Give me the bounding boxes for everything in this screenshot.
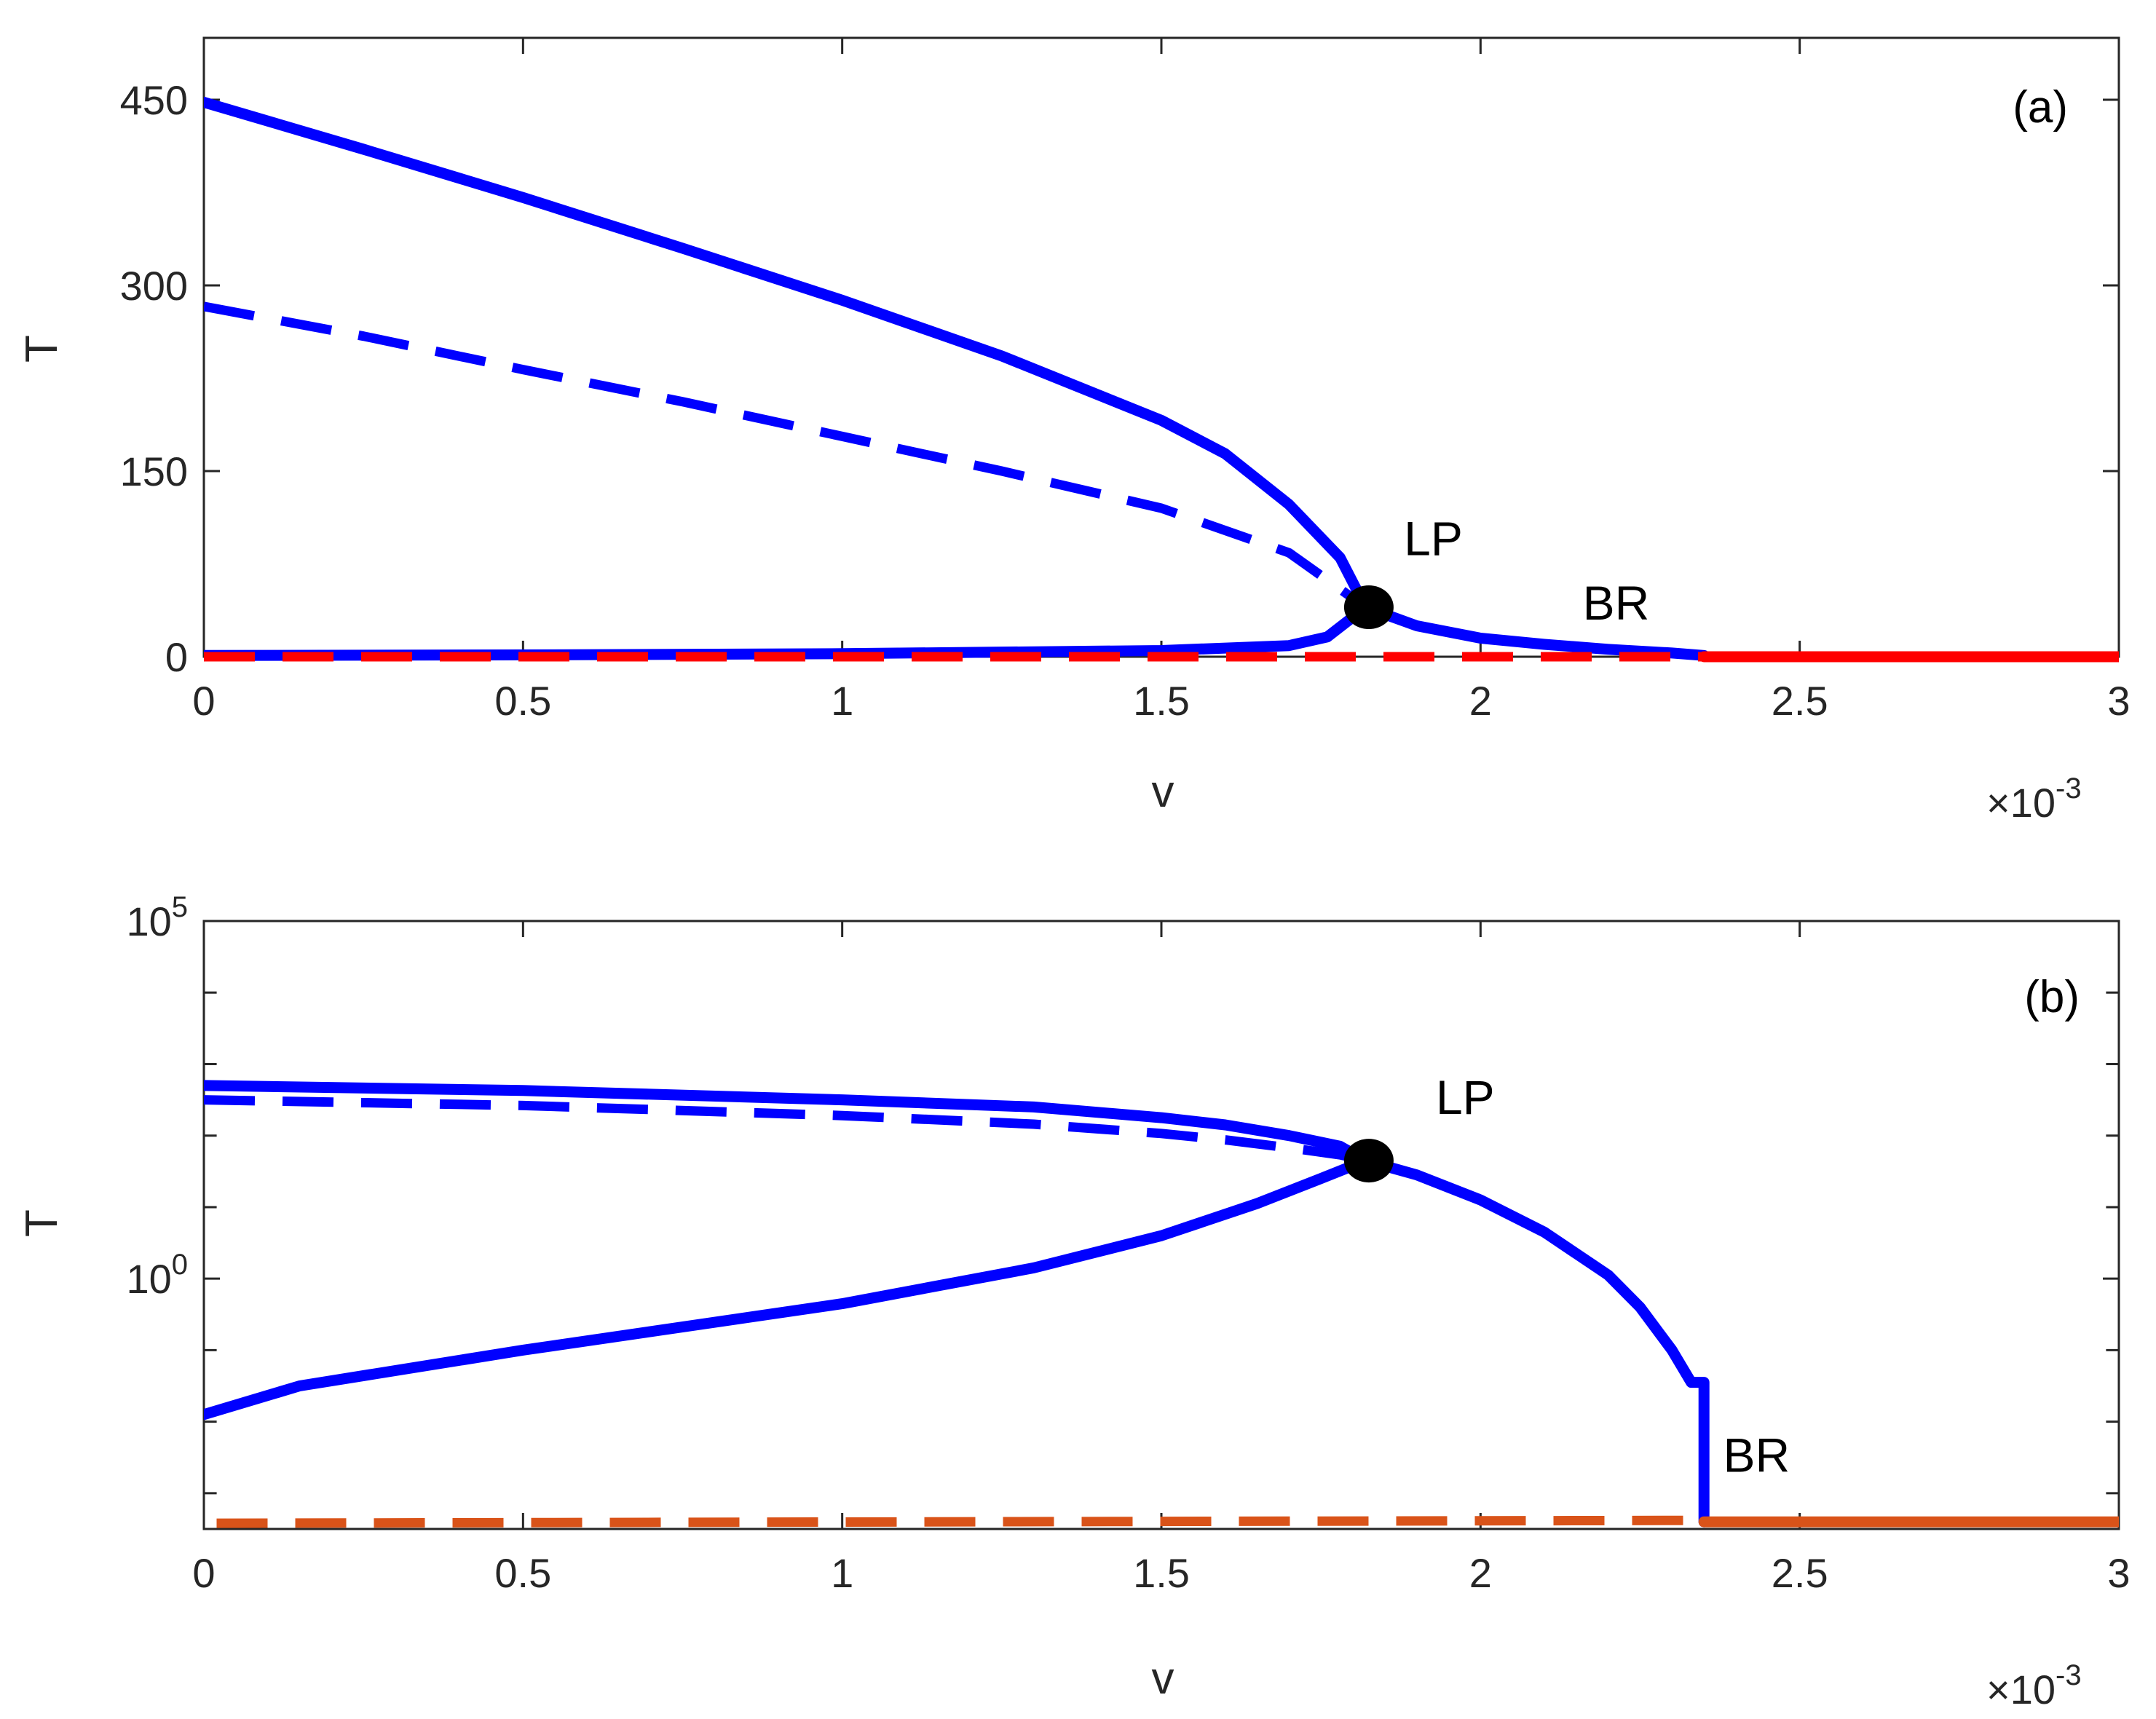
panel-b-xtick-label: 3 (2107, 1550, 2130, 1596)
panel-a-xtick-label: 0 (192, 678, 215, 724)
panel-a-ytick-label: 450 (120, 77, 188, 123)
panel-b-series-solid-line (1360, 1155, 1710, 1528)
panel-b: 0 0.5 1 1.5 2 2.5 3 100 105 LP BR ×10-3 v T (b) (17, 891, 2131, 1712)
panel-b-series-solid-line (204, 1080, 1371, 1166)
panel-a-multiplier-base: 10 (2010, 780, 2056, 826)
panel-a-label: (a) (2013, 82, 2068, 133)
panel-b-series-dashed-line (204, 1095, 1367, 1166)
panel-a-series-solid-line (204, 96, 1371, 613)
panel-b-label: (b) (2024, 972, 2080, 1022)
panel-b-series-dashed-line (216, 1515, 1705, 1528)
panel-a-xlabel: v (1152, 767, 1174, 817)
panel-b-xtick-label: 2.5 (1772, 1550, 1828, 1596)
panel-b-series-group (204, 1080, 2119, 1528)
panel-b-series-solid-line (204, 1155, 1371, 1420)
panel-b-xtick-label: 1 (831, 1550, 853, 1596)
panel-b-ticks: 0 0.5 1 1.5 2 2.5 3 100 105 (126, 891, 2130, 1596)
panel-a-multiplier-exp: -3 (2056, 772, 2082, 805)
panel-a-xtick-label: 2.5 (1772, 678, 1828, 724)
panel-a: 0 0.5 1 1.5 2 2.5 3 0 150 300 450 LP BR ×10-3 v T (… (17, 36, 2131, 826)
panel-a-series-dashed-line (204, 301, 1369, 612)
panel-b-multiplier: ×10-3 (1986, 1659, 2082, 1712)
panel-b-annotation-br: BR (1723, 1428, 1790, 1482)
panel-b-multiplier-exp: -3 (2056, 1659, 2082, 1691)
panel-b-multiplier-base: 10 (2010, 1667, 2056, 1712)
panel-a-annotation-br: BR (1583, 576, 1650, 630)
panel-b-xtick-label: 0 (192, 1550, 215, 1596)
panel-a-ytick-label: 300 (120, 263, 188, 309)
panel-b-multiplier-sign: × (1986, 1667, 2010, 1712)
panel-a-multiplier-sign: × (1986, 780, 2010, 826)
panel-a-ytick-label: 0 (165, 634, 188, 680)
panel-a-point-lp (1343, 585, 1394, 629)
panel-a-xtick-label: 0.5 (494, 678, 551, 724)
panel-b-annotation-lp: LP (1436, 1070, 1495, 1124)
panel-a-annotation-lp: LP (1404, 512, 1463, 566)
panel-a-xtick-label: 1.5 (1133, 678, 1190, 724)
panel-b-xtick-label: 1.5 (1133, 1550, 1190, 1596)
panel-a-ytick-label: 150 (120, 448, 188, 494)
panel-b-xlabel: v (1152, 1653, 1174, 1704)
panel-b-ytick-label: 105 (126, 891, 188, 944)
panel-a-ticks: 0 0.5 1 1.5 2 2.5 3 0 150 300 450 (120, 38, 2131, 724)
panel-a-xtick-label: 3 (2107, 678, 2130, 724)
panel-a-xtick-label: 1 (831, 678, 853, 724)
panel-b-xtick-label: 2 (1469, 1550, 1492, 1596)
panel-b-ylabel: T (17, 1209, 67, 1237)
panel-a-plot-area: LP BR (204, 96, 2119, 663)
panel-a-multiplier: ×10-3 (1986, 772, 2082, 826)
panel-b-point-lp (1343, 1139, 1394, 1183)
panel-b-plot-area: LP BR (204, 1070, 2119, 1528)
panel-b-xtick-label: 0.5 (494, 1550, 551, 1596)
panel-a-ylabel: T (17, 335, 67, 363)
panel-b-ytick-label: 100 (126, 1249, 188, 1302)
panel-a-xtick-label: 2 (1469, 678, 1492, 724)
